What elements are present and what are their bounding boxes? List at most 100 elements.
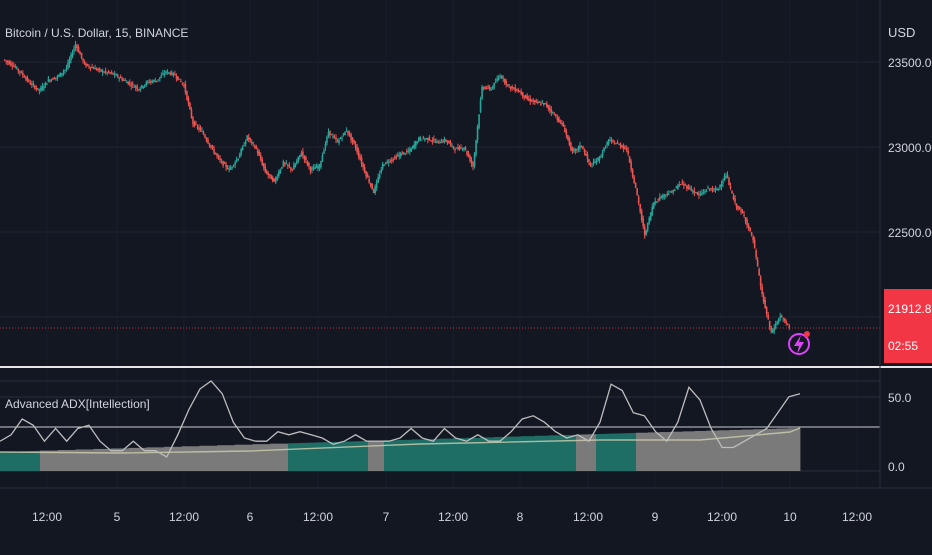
candle-body xyxy=(666,193,669,196)
candle-body xyxy=(293,165,295,170)
candle-body xyxy=(640,210,643,220)
candle-body xyxy=(247,136,250,140)
candle-body xyxy=(386,161,389,163)
candle-body xyxy=(725,175,727,177)
candle-body xyxy=(726,174,729,179)
candle-body xyxy=(104,70,107,72)
candle-body xyxy=(3,59,6,61)
candle-body xyxy=(252,142,255,144)
candle-body xyxy=(452,146,455,149)
candle-body xyxy=(277,172,280,177)
candle-body xyxy=(34,85,36,89)
adx-bar xyxy=(75,449,94,471)
currency-label: USD xyxy=(888,25,915,40)
candle-body xyxy=(565,131,568,136)
candle-body xyxy=(106,72,108,74)
indicator-tick-0: 0.0 xyxy=(888,460,905,474)
price-tick-23500: 23500.00 xyxy=(888,56,932,70)
candle-body xyxy=(235,159,238,162)
candle-body xyxy=(335,137,337,140)
candle-body xyxy=(502,77,504,79)
adx-bar xyxy=(607,433,611,471)
candle-body xyxy=(372,189,375,193)
candle-body xyxy=(526,96,529,100)
time-axis[interactable]: 12:00 5 12:00 6 12:00 7 12:00 8 12:00 9 12:00 10 12:… xyxy=(0,487,932,524)
candle-body xyxy=(44,82,47,85)
candle-body xyxy=(592,161,595,165)
candle-body xyxy=(672,190,675,193)
lightning-event-marker[interactable] xyxy=(788,331,810,355)
candle-body xyxy=(259,155,262,161)
candle-body xyxy=(366,174,369,178)
adx-bar xyxy=(376,440,378,471)
candle-body xyxy=(243,145,245,147)
candle-body xyxy=(538,102,541,104)
adx-bar xyxy=(17,451,21,471)
main-grid xyxy=(0,61,880,318)
candle-body xyxy=(377,177,379,183)
candle-body xyxy=(56,76,59,78)
candle-body xyxy=(743,214,745,216)
candle-body xyxy=(353,140,355,144)
candle-body xyxy=(523,95,526,98)
adx-bar xyxy=(576,434,578,471)
candle-body xyxy=(103,72,105,74)
candle-body xyxy=(342,133,345,135)
candle-body xyxy=(204,134,206,138)
adx-bar xyxy=(22,451,27,471)
candle-body xyxy=(11,64,14,67)
candle-body xyxy=(392,159,395,161)
candle-body xyxy=(576,149,578,151)
candle-body xyxy=(234,162,236,165)
candle-body xyxy=(207,140,209,144)
candle-body xyxy=(294,163,297,168)
adx-bar xyxy=(591,434,594,471)
candle-body xyxy=(759,276,762,287)
candle-body xyxy=(574,148,577,151)
candle-body xyxy=(506,84,509,86)
candle-body xyxy=(692,190,694,192)
candle-body xyxy=(97,68,99,70)
candle-body xyxy=(541,102,544,104)
candle-body xyxy=(91,67,93,69)
adx-bar xyxy=(370,440,372,471)
time-label: 12:00 xyxy=(32,510,62,524)
candle-body xyxy=(571,147,574,152)
candle-body xyxy=(642,218,644,227)
pane-separator[interactable] xyxy=(0,366,932,368)
adx-bar xyxy=(128,447,147,471)
candle-body xyxy=(354,144,357,148)
candle-body xyxy=(168,72,170,74)
candle-body xyxy=(162,73,164,75)
adx-bar xyxy=(598,433,603,471)
candle-body xyxy=(731,190,733,194)
candle-body xyxy=(142,86,145,88)
candle-body xyxy=(172,73,175,75)
candle-body xyxy=(633,176,635,183)
adx-bar xyxy=(384,440,399,471)
candle-body xyxy=(482,87,485,89)
candle-body xyxy=(445,139,447,141)
candle-body xyxy=(287,164,289,166)
candle-body xyxy=(428,137,431,141)
candle-body xyxy=(128,82,131,84)
price-axis[interactable]: USD 23500.00 23000.00 22500.00 21912.85 … xyxy=(879,0,932,488)
candle-body xyxy=(710,188,712,190)
candle-body xyxy=(336,141,339,143)
candle-body xyxy=(323,150,325,154)
candle-body xyxy=(88,65,90,68)
candle-body xyxy=(166,71,169,73)
time-label: 8 xyxy=(517,510,524,524)
candle-body xyxy=(564,127,566,133)
adx-bar xyxy=(718,430,731,471)
candle-body xyxy=(582,146,584,150)
candle-body xyxy=(324,143,327,148)
candle-body xyxy=(384,162,387,164)
candle-body xyxy=(658,197,661,201)
candle-body xyxy=(639,204,641,212)
adx-bar xyxy=(270,443,289,471)
candle-body xyxy=(145,82,148,85)
candle-body xyxy=(701,193,703,195)
candle-body xyxy=(753,239,756,248)
